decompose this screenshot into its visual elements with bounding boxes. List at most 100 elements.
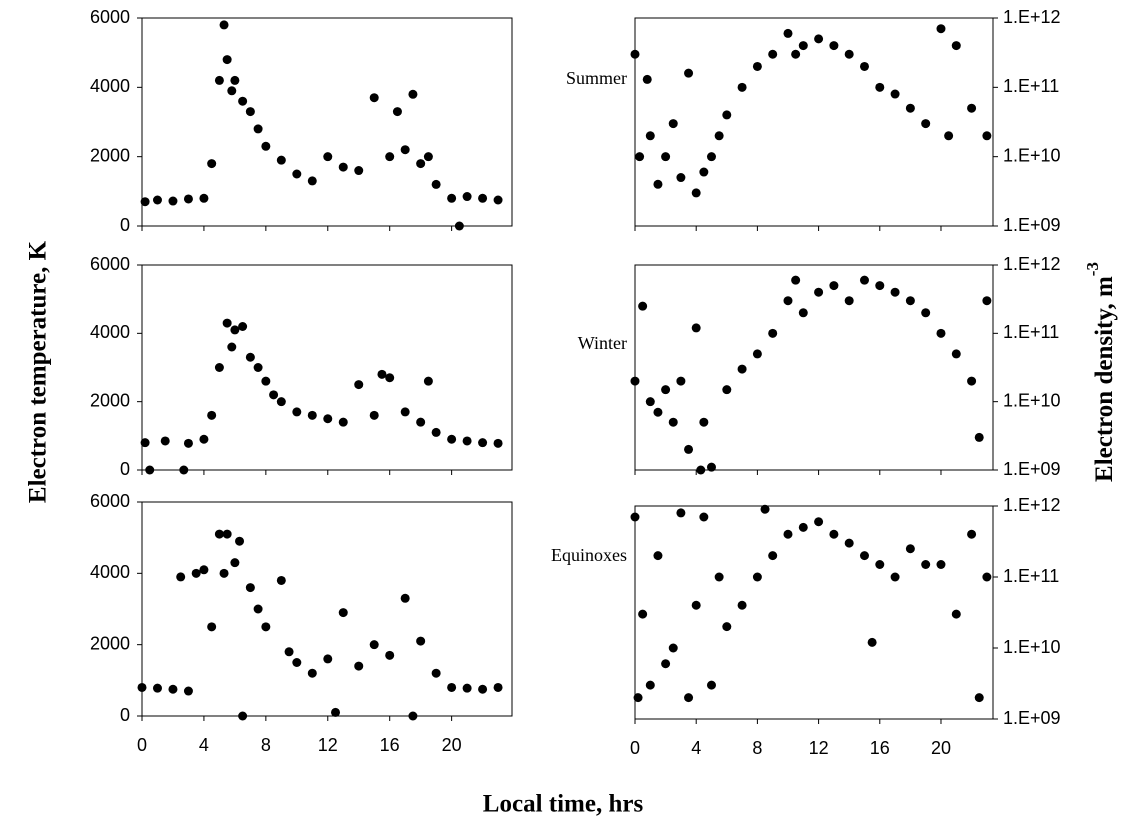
- data-point: [768, 49, 778, 59]
- y-tick-label: 1.E+09: [1003, 215, 1061, 235]
- data-point: [207, 622, 217, 632]
- y-tick-label: 1.E+11: [1003, 566, 1059, 586]
- data-point: [967, 376, 977, 386]
- plot-frame: [141, 501, 513, 717]
- x-tick-label: 12: [318, 735, 338, 755]
- y-tick-label: 6000: [90, 491, 130, 511]
- y-tick-label: 0: [120, 459, 130, 479]
- x-axis-label: Local time, hrs: [483, 791, 644, 818]
- data-point: [354, 661, 364, 671]
- data-point: [696, 465, 706, 475]
- plot-frame: [141, 264, 513, 471]
- data-point: [276, 575, 286, 585]
- data-point: [890, 89, 900, 99]
- x-tick-label: 16: [380, 735, 400, 755]
- data-point: [400, 407, 410, 417]
- data-point: [145, 465, 155, 475]
- data-point: [714, 131, 724, 141]
- data-point: [829, 529, 839, 539]
- season-label: Summer: [566, 68, 627, 88]
- data-point: [369, 410, 379, 420]
- data-point: [462, 192, 472, 202]
- data-point: [645, 397, 655, 407]
- data-point: [191, 568, 201, 578]
- data-point: [168, 684, 178, 694]
- data-point: [207, 159, 217, 169]
- y-tick-label: 1.E+10: [1003, 145, 1061, 165]
- data-point: [867, 637, 877, 647]
- data-point: [338, 608, 348, 618]
- y-tick-label: 6000: [90, 7, 130, 27]
- data-point: [431, 668, 441, 678]
- data-point: [653, 551, 663, 561]
- data-point: [493, 682, 503, 692]
- data-point: [431, 427, 441, 437]
- data-point: [416, 417, 426, 427]
- data-point: [400, 145, 410, 155]
- data-point: [783, 296, 793, 306]
- data-point: [377, 369, 387, 379]
- data-point: [140, 197, 150, 207]
- season-label: Equinoxes: [551, 545, 627, 565]
- data-point: [261, 141, 271, 151]
- data-point: [706, 680, 716, 690]
- data-point: [699, 417, 709, 427]
- data-point: [752, 61, 762, 71]
- x-tick-label: 20: [442, 735, 462, 755]
- data-point: [160, 436, 170, 446]
- data-point: [668, 643, 678, 653]
- data-point: [369, 93, 379, 103]
- data-point: [859, 551, 869, 561]
- y-axis-label-right-sup: -3: [1083, 262, 1102, 276]
- data-point: [179, 465, 189, 475]
- data-point: [385, 650, 395, 660]
- data-point: [645, 131, 655, 141]
- data-point: [661, 659, 671, 669]
- y-tick-label: 2000: [90, 633, 130, 653]
- data-point: [829, 41, 839, 51]
- data-point: [783, 28, 793, 38]
- data-point: [921, 308, 931, 318]
- data-point: [638, 609, 648, 619]
- x-tick-label: 8: [261, 735, 271, 755]
- data-point: [416, 636, 426, 646]
- data-point: [199, 565, 209, 575]
- data-point: [722, 385, 732, 395]
- data-point: [921, 559, 931, 569]
- data-point: [791, 49, 801, 59]
- data-point: [207, 410, 217, 420]
- data-point: [645, 680, 655, 690]
- data-point: [323, 152, 333, 162]
- data-point: [661, 385, 671, 395]
- data-point: [238, 322, 248, 331]
- data-point: [253, 124, 263, 134]
- data-point: [982, 296, 992, 306]
- data-point: [416, 159, 426, 169]
- data-point: [400, 593, 410, 603]
- y-tick-label: 6000: [90, 254, 130, 274]
- data-point: [722, 622, 732, 632]
- data-point: [768, 551, 778, 561]
- data-point: [152, 195, 162, 205]
- data-point: [261, 622, 271, 632]
- data-point: [230, 325, 240, 335]
- data-point: [140, 438, 150, 448]
- data-point: [974, 693, 984, 703]
- data-point: [261, 376, 271, 386]
- data-point: [982, 131, 992, 141]
- data-point: [875, 82, 885, 92]
- data-point: [635, 152, 645, 162]
- data-point: [323, 414, 333, 424]
- data-point: [269, 390, 279, 400]
- data-point: [292, 169, 302, 179]
- data-point: [276, 397, 286, 407]
- data-point: [199, 434, 209, 444]
- data-point: [752, 349, 762, 359]
- data-point: [814, 34, 824, 44]
- y-tick-label: 1.E+11: [1003, 322, 1059, 342]
- y-axis-label-right-text: Electron density, m: [1091, 276, 1118, 482]
- data-point: [214, 529, 224, 539]
- data-point: [447, 434, 457, 444]
- data-point: [936, 559, 946, 569]
